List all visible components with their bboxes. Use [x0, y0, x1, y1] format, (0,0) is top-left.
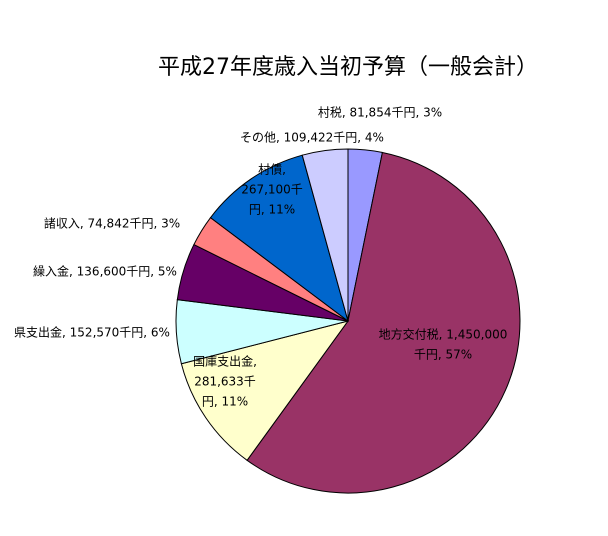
slice-label: 地方交付税, 1,450,000: [379, 327, 508, 342]
pie-slice: [301, 148, 349, 322]
slice-label: 国庫支出金,: [193, 354, 257, 369]
slice-label: 千円, 57%: [414, 348, 472, 362]
slice-label: 村税, 81,854千円, 3%: [318, 106, 442, 120]
slice-label: 村債,: [258, 162, 286, 177]
chart-title: 平成27年度歳入当初予算（一般会計）: [158, 55, 538, 80]
pie-slice: [246, 151, 521, 494]
slice-label: 県支出金, 152,570千円, 6%: [14, 325, 170, 340]
slice-label: 諸収入, 74,842千円, 3%: [44, 216, 180, 231]
slice-label: その他, 109,422千円, 4%: [240, 131, 384, 145]
slice-label: 円, 11%: [249, 203, 295, 217]
slice-label: 267,100千: [241, 183, 303, 197]
slice-label: 繰入金, 136,600千円, 5%: [33, 264, 177, 279]
pie-slice: [180, 320, 350, 461]
slice-label: 円, 11%: [202, 395, 248, 409]
slice-label: 281,633千: [194, 375, 256, 389]
